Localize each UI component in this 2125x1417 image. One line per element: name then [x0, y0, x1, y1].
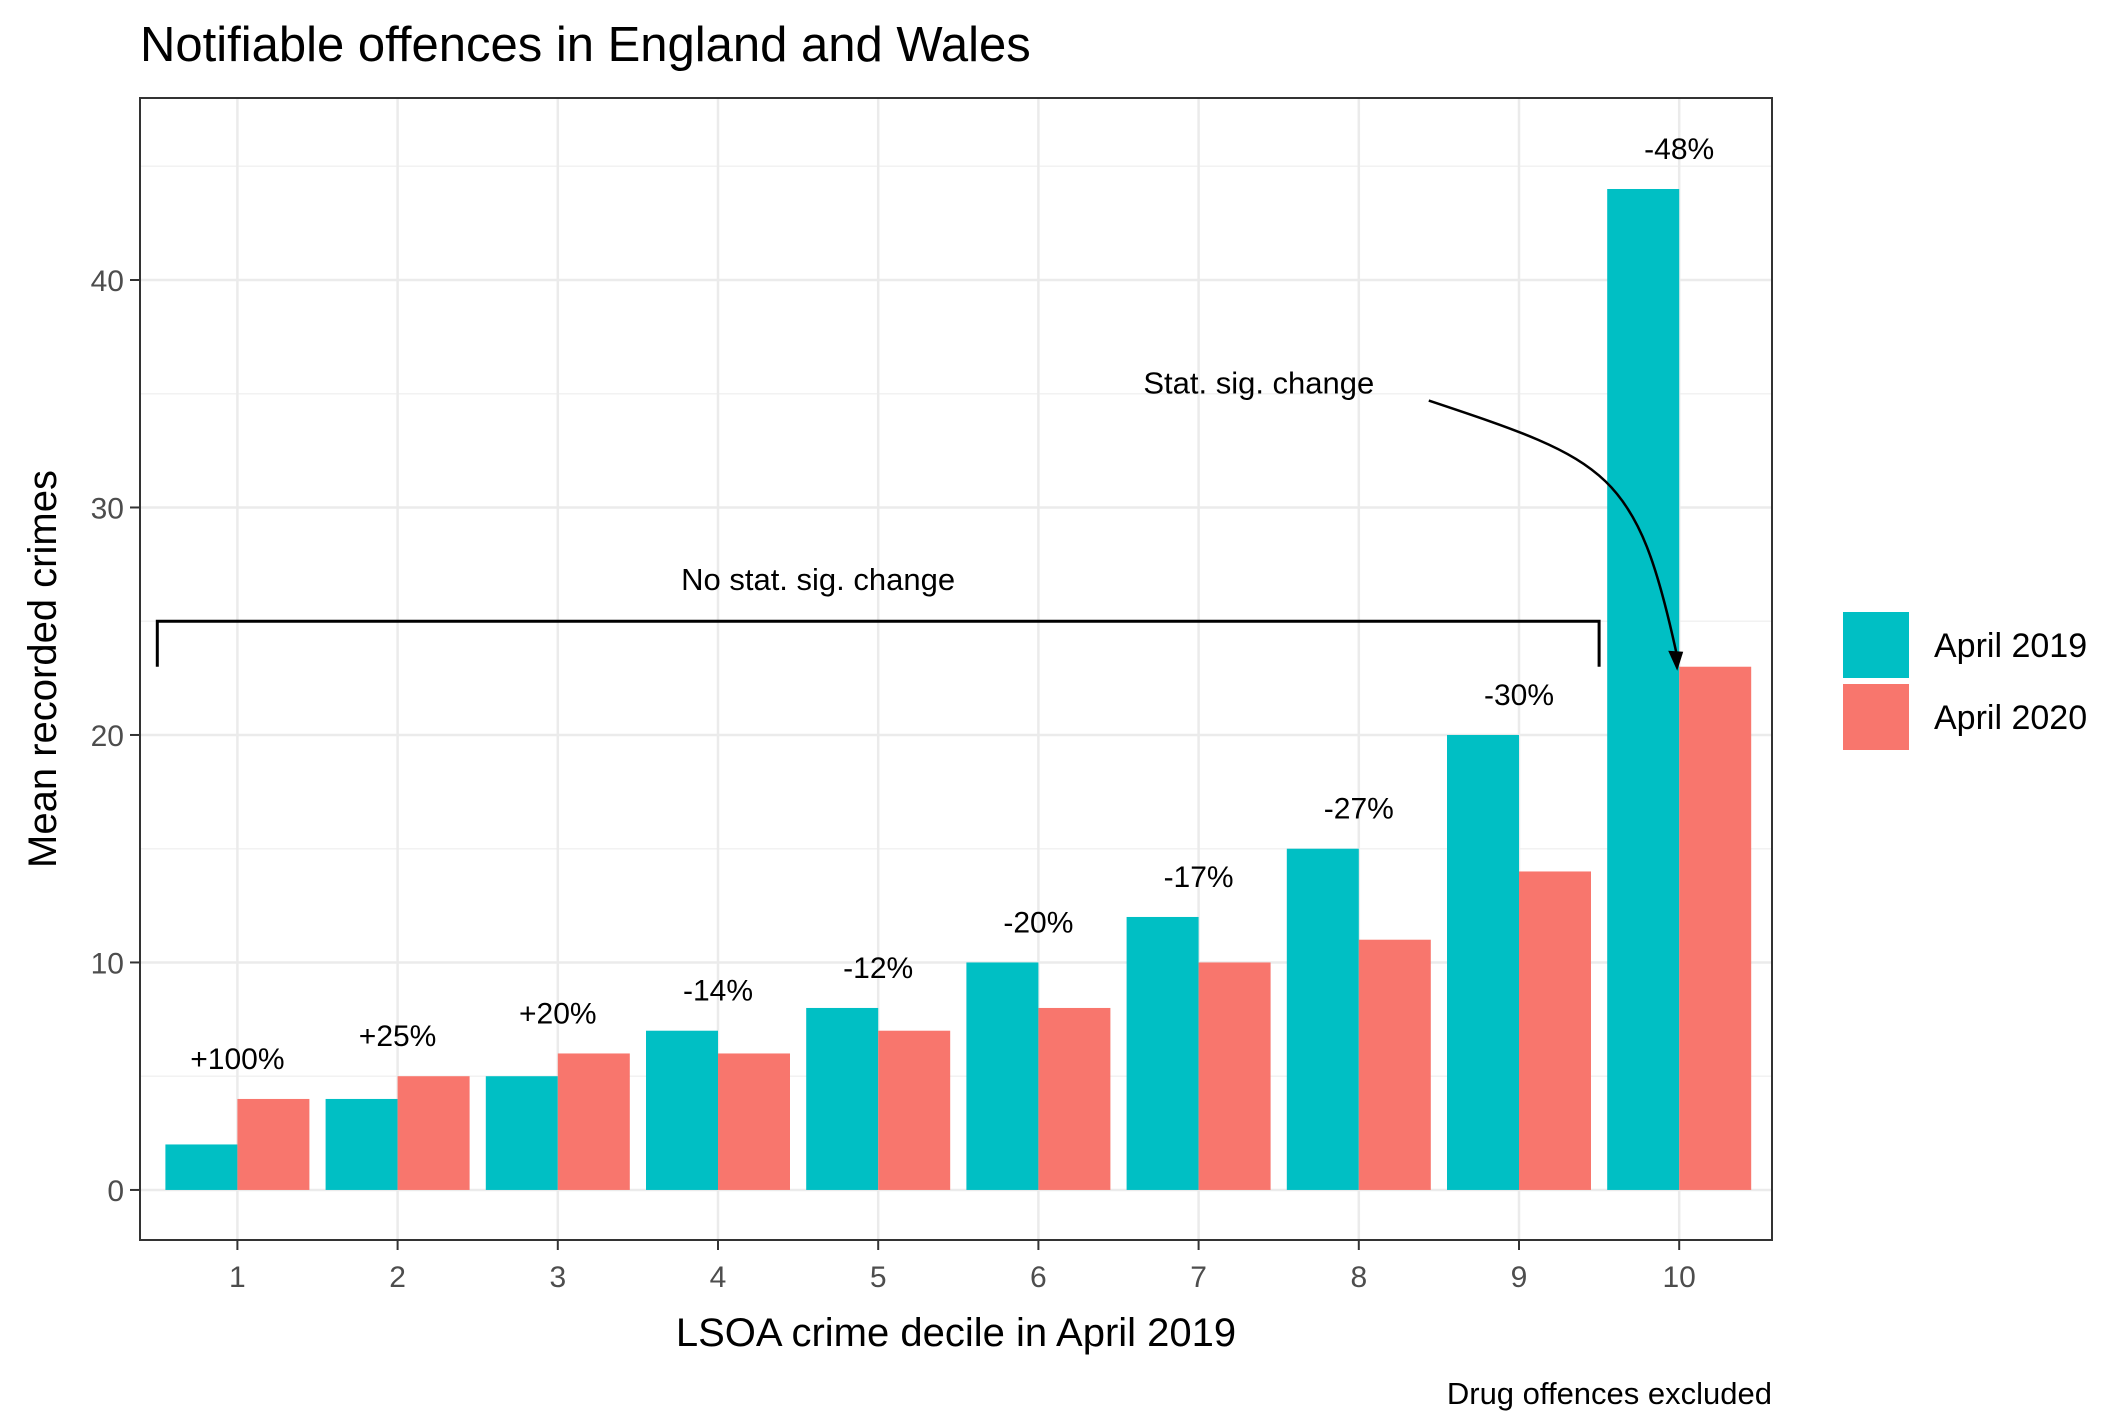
- change-labels: +100% +25% +20% -14% -12% -20% -17% -27% -30% -48…: [190, 133, 1714, 1076]
- chart-title: Notifiable offences in England and Wales: [140, 18, 1031, 72]
- bar-april-2020-decile-3: [557, 1053, 630, 1190]
- no-sig-bracket: [155, 619, 1601, 667]
- x-tick-label: 9: [1511, 1261, 1528, 1294]
- change-label-decile-9: -30%: [1484, 679, 1554, 712]
- bar-april-2020-decile-6: [1038, 1007, 1111, 1190]
- x-tick-label: 7: [1190, 1261, 1207, 1294]
- bar-april-2020-decile-1: [237, 1098, 310, 1190]
- change-label-decile-10: -48%: [1644, 133, 1714, 166]
- bars: [165, 188, 1752, 1190]
- bar-april-2020-decile-9: [1519, 871, 1591, 1190]
- x-tick-label: 2: [389, 1261, 406, 1294]
- x-axis: 1 2 3 4 5 6 7 8 9 10: [229, 1240, 1696, 1294]
- change-label-decile-4: -14%: [683, 975, 753, 1008]
- x-tick-label: 6: [1030, 1261, 1047, 1294]
- caption: Drug offences excluded: [1447, 1376, 1772, 1411]
- no-sig-label: No stat. sig. change: [681, 562, 955, 597]
- y-axis-title: Mean recorded crimes: [21, 470, 65, 868]
- change-label-decile-6: -20%: [1003, 906, 1073, 939]
- legend-label-april-2020: April 2020: [1934, 699, 2087, 737]
- change-label-decile-1: +100%: [190, 1043, 284, 1076]
- bar-april-2019-decile-7: [1126, 916, 1199, 1190]
- sig-label: Stat. sig. change: [1143, 366, 1374, 401]
- bar-april-2020-decile-8: [1358, 939, 1431, 1190]
- legend-swatch-april-2020: [1843, 684, 1909, 750]
- bar-april-2019-decile-3: [485, 1076, 558, 1190]
- legend-label-april-2019: April 2019: [1934, 627, 2087, 665]
- bar-april-2019-decile-4: [646, 1030, 718, 1190]
- change-label-decile-8: -27%: [1324, 793, 1394, 826]
- x-tick-label: 8: [1350, 1261, 1367, 1294]
- bar-april-2019-decile-2: [325, 1098, 398, 1190]
- y-tick-label: 40: [91, 265, 124, 298]
- change-label-decile-5: -12%: [843, 952, 913, 985]
- sig-arrowhead: [1668, 650, 1684, 671]
- bar-april-2019-decile-10: [1607, 188, 1680, 1190]
- bar-april-2020-decile-4: [718, 1053, 790, 1190]
- y-tick-label: 20: [91, 720, 124, 753]
- y-axis: 0 10 20 30 40: [91, 265, 140, 1208]
- y-tick-label: 30: [91, 492, 124, 525]
- change-label-decile-3: +20%: [519, 997, 597, 1030]
- change-label-decile-7: -17%: [1164, 861, 1234, 894]
- x-tick-label: 1: [229, 1261, 246, 1294]
- bar-april-2019-decile-1: [165, 1144, 238, 1190]
- y-tick-label: 10: [91, 947, 124, 980]
- bar-april-2020-decile-7: [1198, 962, 1271, 1190]
- bar-april-2020-decile-10: [1679, 666, 1752, 1190]
- bar-april-2019-decile-6: [966, 962, 1039, 1190]
- plot-border: [139, 97, 1773, 1241]
- x-tick-label: 5: [870, 1261, 887, 1294]
- legend-swatch-april-2019: [1843, 612, 1909, 678]
- bar-april-2019-decile-5: [806, 1007, 879, 1190]
- change-label-decile-2: +25%: [359, 1020, 437, 1053]
- sig-arrow: [1428, 399, 1679, 657]
- bar-april-2019-decile-8: [1286, 848, 1359, 1190]
- bar-april-2019-decile-9: [1447, 734, 1519, 1190]
- y-tick-label: 0: [107, 1175, 124, 1208]
- bar-april-2020-decile-2: [397, 1076, 470, 1190]
- legend: April 2019 April 2020: [1843, 612, 2087, 750]
- bar-april-2020-decile-5: [878, 1030, 951, 1190]
- x-axis-title: LSOA crime decile in April 2019: [676, 1311, 1236, 1355]
- x-tick-label: 10: [1663, 1261, 1696, 1294]
- annotations: No stat. sig. change Stat. sig. change: [155, 366, 1684, 671]
- x-tick-label: 3: [549, 1261, 566, 1294]
- x-tick-label: 4: [710, 1261, 727, 1294]
